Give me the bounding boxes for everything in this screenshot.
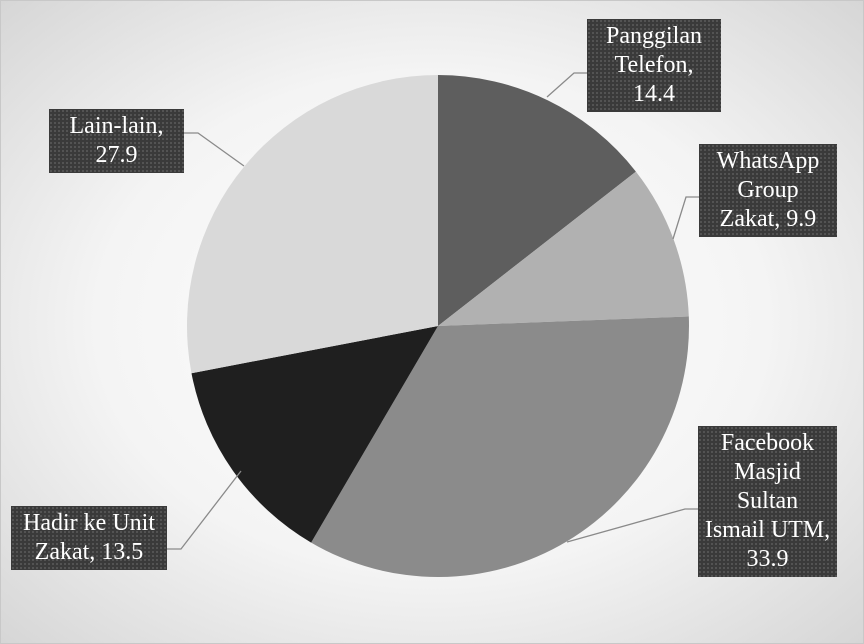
leader-line [184,132,245,167]
pie-slice [311,316,689,578]
data-label: Panggilan Telefon, 14.4 [587,19,721,112]
data-label: WhatsApp Group Zakat, 9.9 [699,144,837,237]
pie-slice [438,75,636,326]
pie-slice [186,75,438,374]
leader-line [167,470,242,550]
data-label: Hadir ke Unit Zakat, 13.5 [11,506,167,570]
pie-slice [438,171,689,326]
data-label: Lain-lain, 27.9 [49,109,184,173]
leader-line [546,72,587,98]
data-label: Facebook Masjid Sultan Ismail UTM, 33.9 [698,426,837,577]
leader-lines [167,72,699,550]
pie-slice [191,326,438,543]
leader-line [672,196,699,240]
leader-line [566,508,698,543]
